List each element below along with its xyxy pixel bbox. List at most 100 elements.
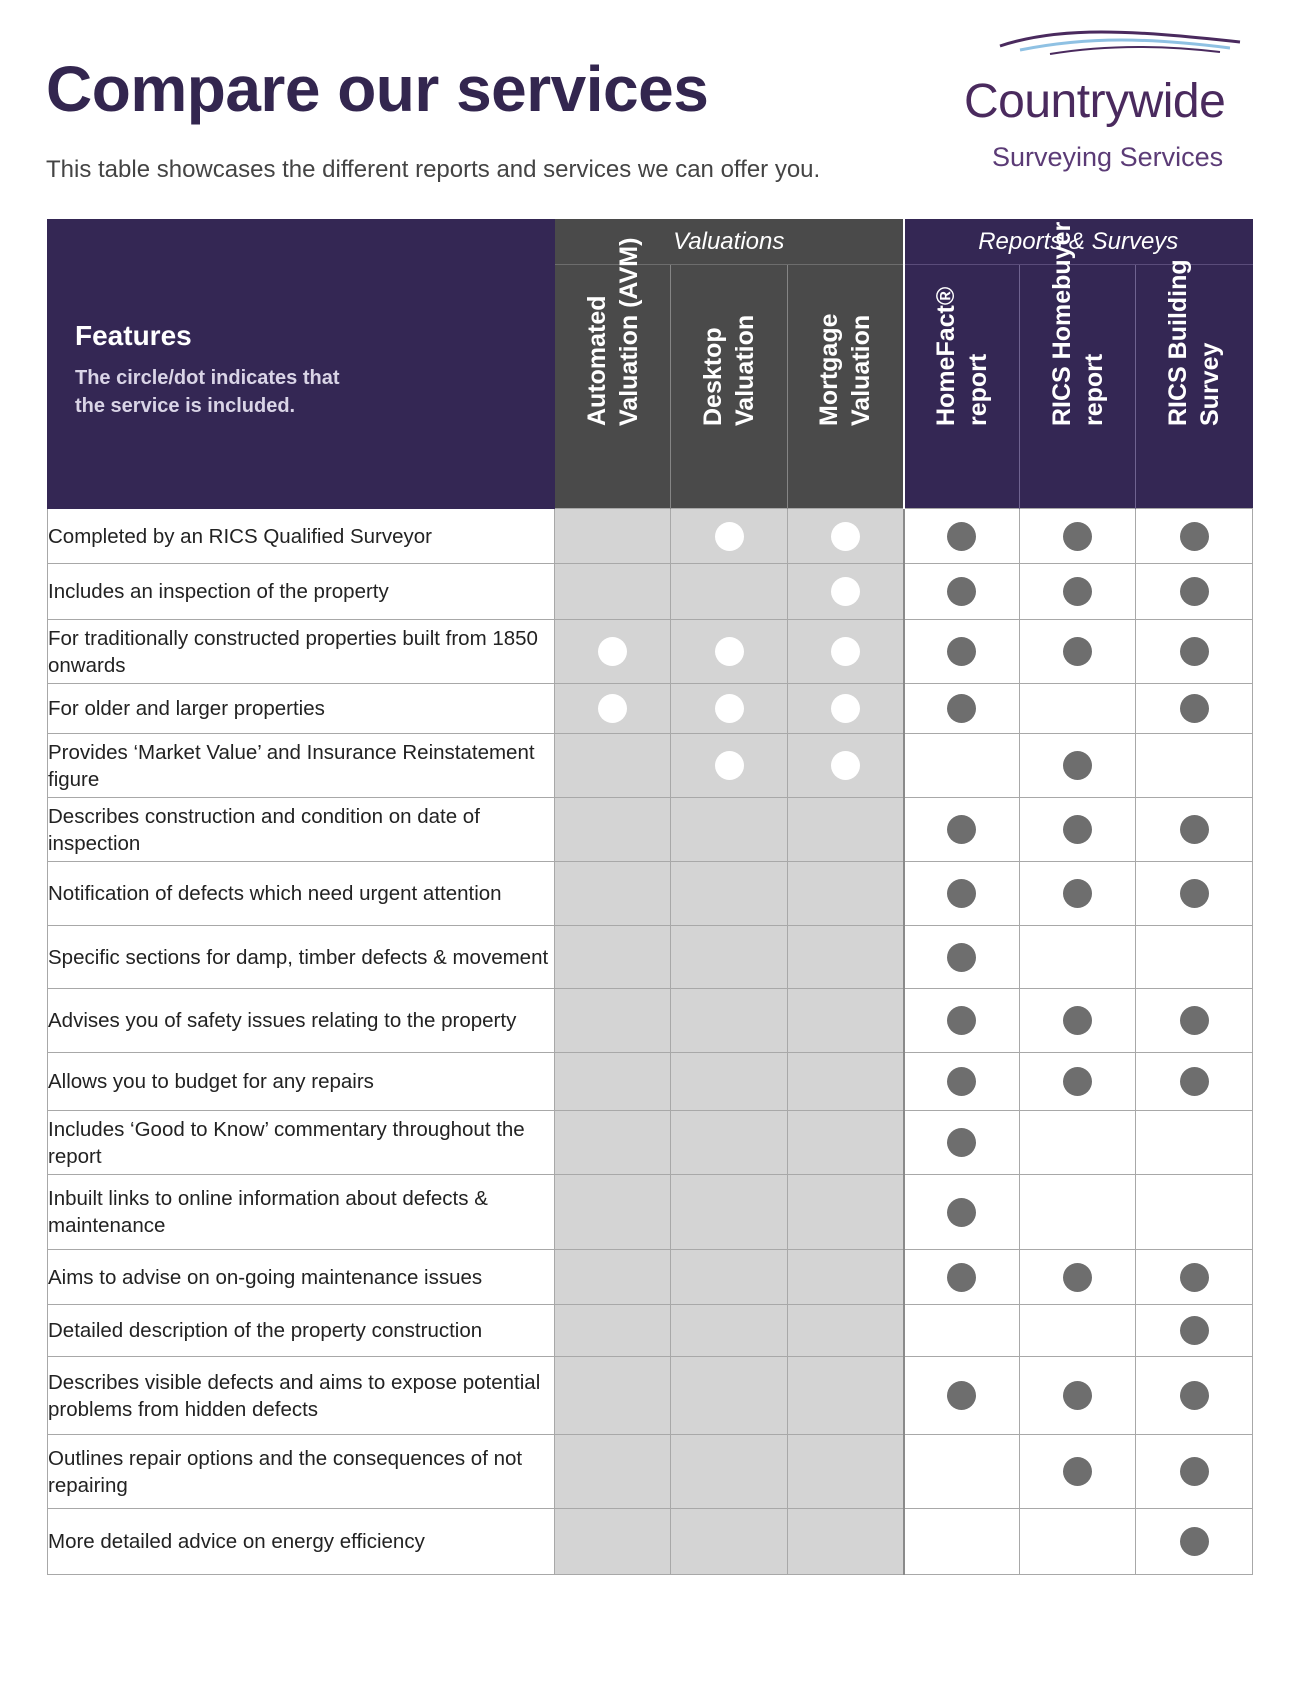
table-cell bbox=[670, 563, 788, 620]
table-cell bbox=[1134, 733, 1254, 798]
table-cell bbox=[902, 563, 1020, 620]
table-row: Outlines repair options and the conseque… bbox=[47, 1434, 1254, 1509]
feature-label: Inbuilt links to online information abou… bbox=[47, 1174, 555, 1250]
feature-label: Describes construction and condition on … bbox=[47, 797, 555, 862]
table-cell bbox=[1134, 797, 1254, 862]
col-mortgage-valuation: Mortgage Valuation bbox=[787, 264, 904, 509]
table-cell bbox=[1134, 508, 1254, 564]
table-cell bbox=[902, 988, 1020, 1053]
column-label: HomeFact® report bbox=[930, 287, 994, 426]
table-cell bbox=[1019, 1052, 1136, 1111]
table-cell bbox=[1019, 1356, 1136, 1435]
table-cell bbox=[1019, 508, 1136, 564]
included-dot-icon bbox=[947, 879, 977, 908]
included-dot-icon bbox=[1179, 521, 1209, 551]
feature-label: More detailed advice on energy efficienc… bbox=[47, 1508, 555, 1575]
table-cell bbox=[1134, 988, 1254, 1053]
table-cell bbox=[902, 925, 1020, 989]
included-dot-icon bbox=[598, 637, 627, 666]
included-dot-icon bbox=[714, 521, 744, 551]
included-dot-icon bbox=[1179, 1316, 1209, 1345]
included-dot-icon bbox=[830, 577, 860, 606]
features-header: Features The circle/dot indicates that t… bbox=[47, 219, 555, 509]
countrywide-logo: Countrywide Surveying Services bbox=[960, 24, 1270, 172]
included-dot-icon bbox=[714, 694, 744, 723]
table-cell bbox=[902, 1304, 1020, 1357]
table-cell bbox=[554, 1249, 671, 1305]
table-row: Describes construction and condition on … bbox=[47, 797, 1254, 862]
included-dot-icon bbox=[1179, 879, 1209, 908]
table-row: Allows you to budget for any repairs bbox=[47, 1052, 1254, 1111]
feature-label: Outlines repair options and the conseque… bbox=[47, 1434, 555, 1509]
column-label-line: Valuation bbox=[731, 314, 759, 426]
included-dot-icon bbox=[1063, 1006, 1092, 1035]
included-dot-icon bbox=[830, 521, 860, 551]
table-cell bbox=[1019, 1174, 1136, 1250]
column-label-line: Mortgage bbox=[815, 313, 844, 427]
feature-label: For older and larger properties bbox=[47, 683, 555, 734]
col-desktop-valuation: Desktop Valuation bbox=[670, 264, 788, 509]
table-cell bbox=[670, 1174, 788, 1250]
table-row: Includes ‘Good to Know’ commentary throu… bbox=[47, 1110, 1254, 1175]
table-cell bbox=[1134, 563, 1254, 620]
table-cell bbox=[787, 1356, 904, 1435]
feature-label: Aims to advise on on-going maintenance i… bbox=[47, 1249, 555, 1305]
table-cell bbox=[554, 797, 671, 862]
table-cell bbox=[1134, 925, 1254, 989]
table-cell bbox=[1019, 988, 1136, 1053]
table-row: For older and larger properties bbox=[47, 683, 1254, 734]
column-label: Automated Valuation (AVM) bbox=[581, 238, 645, 426]
included-dot-icon bbox=[830, 694, 860, 723]
table-cell bbox=[554, 1174, 671, 1250]
included-dot-icon bbox=[1063, 1457, 1092, 1486]
included-dot-icon bbox=[1063, 1381, 1092, 1410]
column-label-line: RICS Homebuyer bbox=[1047, 221, 1076, 426]
table-cell bbox=[902, 1356, 1020, 1435]
table-cell bbox=[1134, 1052, 1254, 1111]
included-dot-icon bbox=[947, 521, 977, 551]
included-dot-icon bbox=[947, 694, 977, 723]
table-cell bbox=[1019, 563, 1136, 620]
table-row: Advises you of safety issues relating to… bbox=[47, 988, 1254, 1053]
table-row: For traditionally constructed properties… bbox=[47, 619, 1254, 684]
table-cell bbox=[787, 1508, 904, 1575]
table-row: Notification of defects which need urgen… bbox=[47, 861, 1254, 926]
included-dot-icon bbox=[830, 637, 860, 666]
included-dot-icon bbox=[1063, 1262, 1092, 1292]
column-label: Desktop Valuation bbox=[697, 315, 761, 426]
table-cell bbox=[1134, 1356, 1254, 1435]
table-row: Specific sections for damp, timber defec… bbox=[47, 925, 1254, 989]
table-cell bbox=[554, 1304, 671, 1357]
included-dot-icon bbox=[1179, 815, 1209, 844]
table-cell bbox=[670, 619, 788, 684]
features-heading: Features bbox=[75, 320, 192, 351]
table-cell bbox=[1019, 1434, 1136, 1509]
column-label-line: Valuation (AVM) bbox=[614, 237, 643, 426]
table-cell bbox=[1019, 733, 1136, 798]
column-label-line: Automated bbox=[582, 295, 611, 426]
table-cell bbox=[902, 683, 1020, 734]
included-dot-icon bbox=[1179, 637, 1209, 666]
included-dot-icon bbox=[1179, 1006, 1209, 1035]
table-cell bbox=[902, 861, 1020, 926]
table-row: Includes an inspection of the property bbox=[47, 563, 1254, 620]
column-label-line: Valuation bbox=[847, 314, 876, 426]
table-cell bbox=[787, 1052, 904, 1111]
table-cell bbox=[670, 683, 788, 734]
table-cell bbox=[787, 1174, 904, 1250]
table-cell bbox=[1134, 861, 1254, 926]
included-dot-icon bbox=[1179, 1381, 1209, 1410]
feature-label: Includes ‘Good to Know’ commentary throu… bbox=[47, 1110, 555, 1175]
table-cell bbox=[902, 733, 1020, 798]
feature-label: Specific sections for damp, timber defec… bbox=[47, 925, 555, 989]
table-cell bbox=[1019, 619, 1136, 684]
table-cell bbox=[670, 1304, 788, 1357]
table-cell bbox=[902, 1110, 1020, 1175]
included-dot-icon bbox=[947, 815, 977, 844]
table-cell bbox=[1134, 1508, 1254, 1575]
swoosh-icon bbox=[999, 30, 1241, 55]
table-cell bbox=[902, 1434, 1020, 1509]
included-dot-icon bbox=[598, 694, 627, 723]
table-cell bbox=[787, 988, 904, 1053]
included-dot-icon bbox=[947, 1381, 977, 1410]
